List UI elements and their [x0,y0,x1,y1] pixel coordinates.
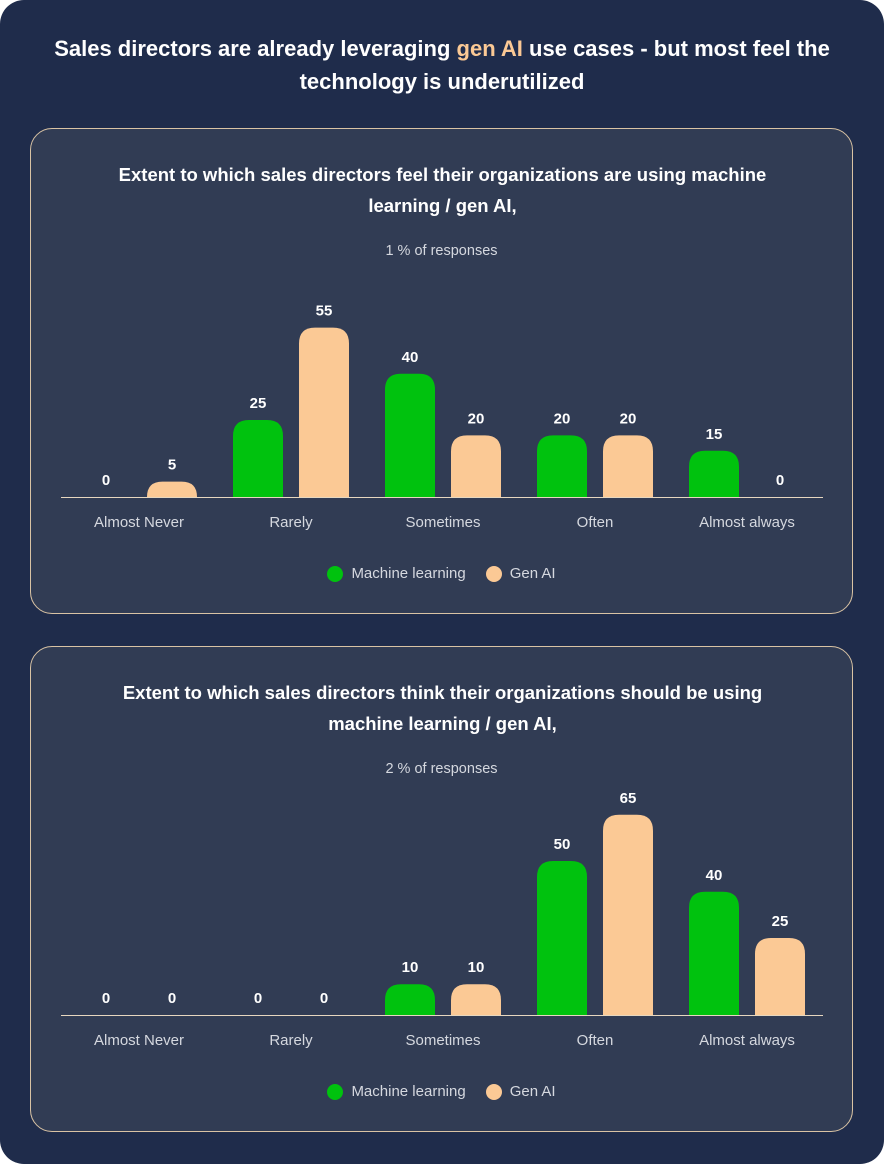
bar-machine-learning-often [537,435,587,497]
legend-item-gen-ai: Gen AI [485,565,556,582]
category-label-sometimes: Sometimes [405,1032,480,1049]
value-label-machine-learning-often: 20 [554,410,571,427]
category-label-almost-always: Almost always [699,514,795,531]
value-label-gen-ai-often: 65 [620,790,637,807]
category-label-almost-always: Almost always [699,1032,795,1049]
value-label-gen-ai-rarely: 55 [316,303,333,320]
title-text-end: use cases - but most feel the technology… [299,36,830,94]
bar-chart: 0 0 Almost Never 0 0 Rarely 10 10 Sometimes 50 65 O… [61,790,823,1049]
category-label-rarely: Rarely [269,1032,313,1049]
category-label-often: Often [577,514,614,531]
category-label-rarely: Rarely [269,514,313,531]
chart-subtitle: 2 % of responses [385,761,498,777]
legend-swatch-gen-ai [485,1083,502,1100]
legend-item-machine-learning: Machine learning [327,565,466,582]
value-label-machine-learning-rarely: 25 [250,395,267,412]
value-label-gen-ai-almost-always: 0 [776,472,784,489]
legend-label: Machine learning [351,565,466,582]
bar-gen-ai-rarely [299,327,349,497]
category-label-often: Often [577,1032,614,1049]
category-label-sometimes: Sometimes [405,514,480,531]
bar-chart: 0 5 Almost Never 25 55 Rarely 40 20 Sometimes 20 2… [61,303,823,531]
bar-gen-ai-sometimes [451,984,501,1015]
legend-swatch-machine-learning [327,565,344,582]
value-label-gen-ai-almost-always: 25 [772,913,789,930]
value-label-machine-learning-rarely: 0 [254,990,262,1007]
category-label-almost-never: Almost Never [94,1032,184,1049]
legend-label: Machine learning [351,1083,466,1100]
value-label-gen-ai-sometimes: 10 [468,959,485,976]
chart-card-current-usage: Extent to which sales directors feel the… [30,128,853,614]
value-label-machine-learning-often: 50 [554,836,571,853]
category-label-almost-never: Almost Never [94,514,184,531]
chart-title: Extent to which sales directors feel the… [118,164,767,216]
bar-machine-learning-almost-always [689,450,739,497]
value-label-gen-ai-often: 20 [620,410,637,427]
legend-label: Gen AI [509,1083,556,1100]
legend-label: Gen AI [509,565,556,582]
bar-machine-learning-rarely [233,420,283,497]
bar-gen-ai-often [603,814,653,1015]
bar-gen-ai-almost-never [147,481,197,497]
bar-machine-learning-sometimes [385,984,435,1015]
bar-machine-learning-almost-always [689,891,739,1015]
chart-legend: Machine learning Gen AI [31,1083,852,1100]
value-label-machine-learning-almost-never: 0 [102,472,110,489]
chart-legend: Machine learning Gen AI [31,565,852,582]
bar-machine-learning-sometimes [385,373,435,497]
value-label-machine-learning-almost-always: 15 [706,426,723,443]
value-label-machine-learning-almost-never: 0 [102,990,110,1007]
value-label-machine-learning-sometimes: 40 [402,349,419,366]
value-label-gen-ai-sometimes: 20 [468,410,485,427]
chart-subtitle: 1 % of responses [385,243,498,259]
title-highlight: gen AI [456,36,523,61]
page-title: Sales directors are already leveraging g… [40,32,844,98]
value-label-machine-learning-almost-always: 40 [706,867,723,884]
bar-gen-ai-sometimes [451,435,501,497]
value-label-gen-ai-almost-never: 5 [168,457,176,474]
bar-gen-ai-often [603,435,653,497]
legend-swatch-gen-ai [485,565,502,582]
title-text-start: Sales directors are already leveraging [54,36,457,61]
value-label-machine-learning-sometimes: 10 [402,959,419,976]
value-label-gen-ai-rarely: 0 [320,990,328,1007]
legend-item-gen-ai: Gen AI [485,1083,556,1100]
legend-swatch-machine-learning [327,1083,344,1100]
bar-gen-ai-almost-always [755,938,805,1015]
bar-machine-learning-often [537,861,587,1015]
legend-item-machine-learning: Machine learning [327,1083,466,1100]
chart-card-desired-usage: Extent to which sales directors think th… [30,646,853,1132]
chart-title: Extent to which sales directors think th… [122,682,763,734]
value-label-gen-ai-almost-never: 0 [168,990,176,1007]
